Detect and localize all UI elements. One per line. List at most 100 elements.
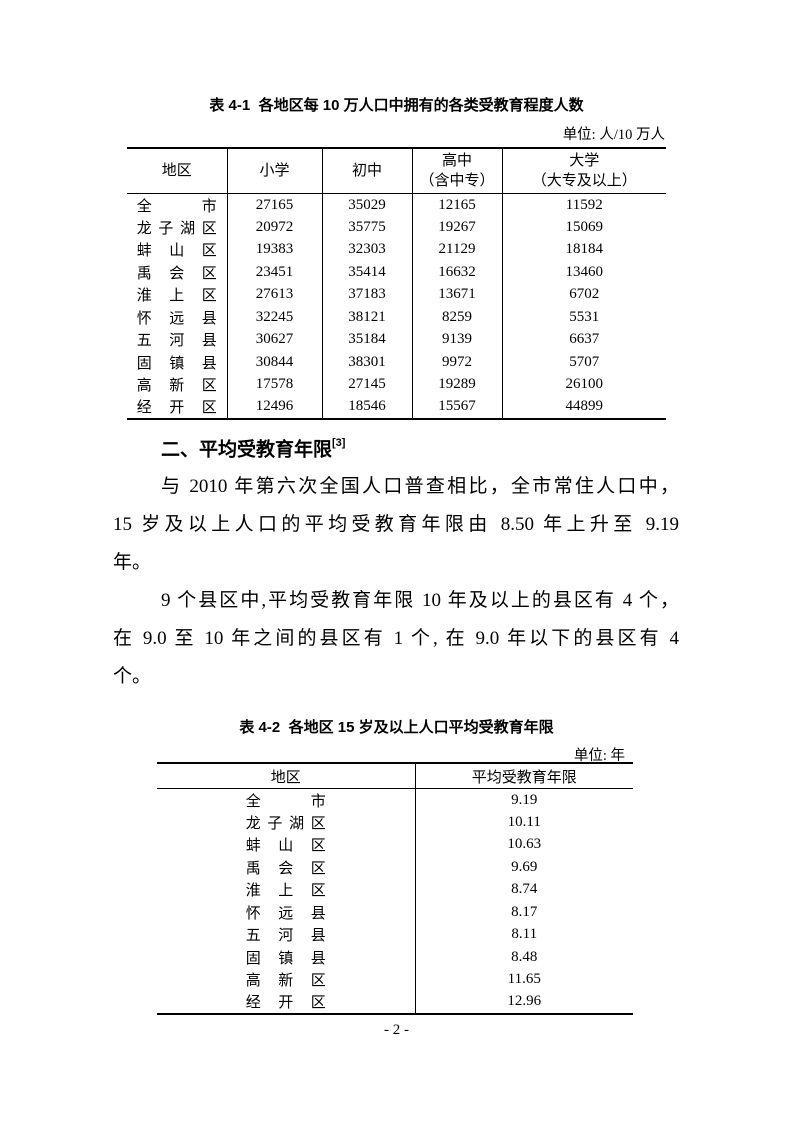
cell-senior: 19267 xyxy=(411,216,502,239)
cell-region: 蚌山区 xyxy=(245,838,326,855)
cell-primary: 23451 xyxy=(226,261,322,284)
paragraph1-line1: 与 2010 年第六次全国人口普查相比，全市常住人口中， xyxy=(161,476,679,497)
cell-region: 禹会区 xyxy=(136,265,217,282)
table2-header-region: 地区 xyxy=(157,763,415,789)
table1-header-primary: 小学 xyxy=(226,148,322,194)
cell-primary: 30844 xyxy=(226,351,322,374)
page-number: - 2 - xyxy=(384,1022,409,1038)
cell-value: 11.65 xyxy=(414,968,633,991)
cell-region: 经开区 xyxy=(136,400,217,417)
cell-region: 五河县 xyxy=(245,928,326,945)
cell-value: 8.48 xyxy=(414,946,633,969)
cell-junior: 35029 xyxy=(321,193,412,216)
table1-header-junior: 初中 xyxy=(321,148,412,194)
table-row: 经开区 12.96 xyxy=(157,991,633,1014)
cell-region: 高新区 xyxy=(136,378,217,395)
cell-college: 11592 xyxy=(501,193,666,216)
cell-college: 26100 xyxy=(501,373,666,396)
cell-primary: 27165 xyxy=(226,193,322,216)
table-row: 禹会区 23451 35414 16632 13460 xyxy=(127,261,666,284)
cell-junior: 38301 xyxy=(321,351,412,374)
table-row: 固镇县 30844 38301 9972 5707 xyxy=(127,351,666,374)
table1-header-college-line2: （大专及以上） xyxy=(531,173,637,189)
cell-junior: 38121 xyxy=(321,306,412,329)
cell-junior: 18546 xyxy=(321,396,412,419)
cell-junior: 35184 xyxy=(321,328,412,351)
table-row: 蚌山区 19383 32303 21129 18184 xyxy=(127,238,666,261)
cell-junior: 35414 xyxy=(321,261,412,284)
table1-header-college-line1: 大学 xyxy=(569,153,600,169)
cell-region: 怀远县 xyxy=(245,905,326,922)
cell-college: 6702 xyxy=(501,283,666,306)
paragraph2-line1: 9 个县区中,平均受教育年限 10 年及以上的县区有 4 个， xyxy=(161,590,679,611)
cell-value: 10.11 xyxy=(414,811,633,834)
table-row: 淮上区 27613 37183 13671 6702 xyxy=(127,283,666,306)
cell-senior: 21129 xyxy=(411,238,502,261)
cell-primary: 30627 xyxy=(226,328,322,351)
cell-region: 怀远县 xyxy=(136,310,217,327)
table-row: 高新区 17578 27145 19289 26100 xyxy=(127,373,666,396)
table2-average-schooling-years: 地区 平均受教育年限 全市 9.19 龙子湖区 10.11 蚌山区 10.63 … xyxy=(157,762,633,1015)
table-row: 禹会区 9.69 xyxy=(157,856,633,879)
cell-college: 18184 xyxy=(501,238,666,261)
cell-region: 蚌山区 xyxy=(136,243,217,260)
table-row: 怀远县 8.17 xyxy=(157,901,633,924)
table-row: 全市 27165 35029 12165 11592 xyxy=(127,193,666,216)
table1-header-region: 地区 xyxy=(127,148,227,194)
table1-header-senior-line2: （含中专） xyxy=(419,173,495,189)
table-row: 怀远县 32245 38121 8259 5531 xyxy=(127,306,666,329)
cell-college: 13460 xyxy=(501,261,666,284)
cell-value: 8.11 xyxy=(414,923,633,946)
table1-unit-label: 单位: 人/10 万人 xyxy=(562,127,665,143)
cell-college: 5531 xyxy=(501,306,666,329)
cell-value: 12.96 xyxy=(414,991,633,1014)
cell-primary: 32245 xyxy=(226,306,322,329)
cell-region: 全市 xyxy=(245,793,326,810)
table-row: 全市 9.19 xyxy=(157,788,633,811)
cell-region: 经开区 xyxy=(245,995,326,1012)
cell-junior: 37183 xyxy=(321,283,412,306)
cell-college: 6637 xyxy=(501,328,666,351)
cell-region: 龙子湖区 xyxy=(245,815,326,832)
cell-region: 淮上区 xyxy=(136,288,217,305)
cell-value: 9.19 xyxy=(414,788,633,811)
cell-senior: 15567 xyxy=(411,396,502,419)
paragraph1-line3: 年。 xyxy=(113,552,152,573)
cell-value: 9.69 xyxy=(414,856,633,879)
cell-senior: 9139 xyxy=(411,328,502,351)
cell-senior: 13671 xyxy=(411,283,502,306)
table2-header-value: 平均受教育年限 xyxy=(414,763,633,789)
cell-region: 全市 xyxy=(136,198,217,215)
cell-region: 龙子湖区 xyxy=(136,220,217,237)
cell-senior: 8259 xyxy=(411,306,502,329)
cell-primary: 17578 xyxy=(226,373,322,396)
paragraph2-line3: 个。 xyxy=(113,666,152,687)
table1-title: 表 4-1 各地区每 10 万人口中拥有的各类受教育程度人数 xyxy=(209,97,584,114)
cell-value: 10.63 xyxy=(414,833,633,856)
table-row: 龙子湖区 10.11 xyxy=(157,811,633,834)
table1-header-row: 地区 小学 初中 高中 （含中专） 大学 （大专及以上） xyxy=(127,148,666,194)
table-row: 固镇县 8.48 xyxy=(157,946,633,969)
table-row: 五河县 30627 35184 9139 6637 xyxy=(127,328,666,351)
table1-header-senior: 高中 （含中专） xyxy=(411,148,502,194)
cell-junior: 27145 xyxy=(321,373,412,396)
section-heading: 二、平均受教育年限[3] xyxy=(161,433,345,462)
table-row: 淮上区 8.74 xyxy=(157,878,633,901)
table-row: 五河县 8.11 xyxy=(157,923,633,946)
cell-college: 5707 xyxy=(501,351,666,374)
cell-primary: 12496 xyxy=(226,396,322,419)
cell-senior: 9972 xyxy=(411,351,502,374)
table-row: 高新区 11.65 xyxy=(157,968,633,991)
table-row: 蚌山区 10.63 xyxy=(157,833,633,856)
cell-region: 五河县 xyxy=(136,333,217,350)
table-row: 龙子湖区 20972 35775 19267 15069 xyxy=(127,216,666,239)
cell-region: 禹会区 xyxy=(245,860,326,877)
section-heading-text: 二、平均受教育年限 xyxy=(161,439,333,461)
cell-senior: 19289 xyxy=(411,373,502,396)
cell-junior: 32303 xyxy=(321,238,412,261)
cell-value: 8.74 xyxy=(414,878,633,901)
table2-title: 表 4-2 各地区 15 岁及以上人口平均受教育年限 xyxy=(239,719,554,736)
table2-header-row: 地区 平均受教育年限 xyxy=(157,763,633,789)
cell-region: 固镇县 xyxy=(136,355,217,372)
